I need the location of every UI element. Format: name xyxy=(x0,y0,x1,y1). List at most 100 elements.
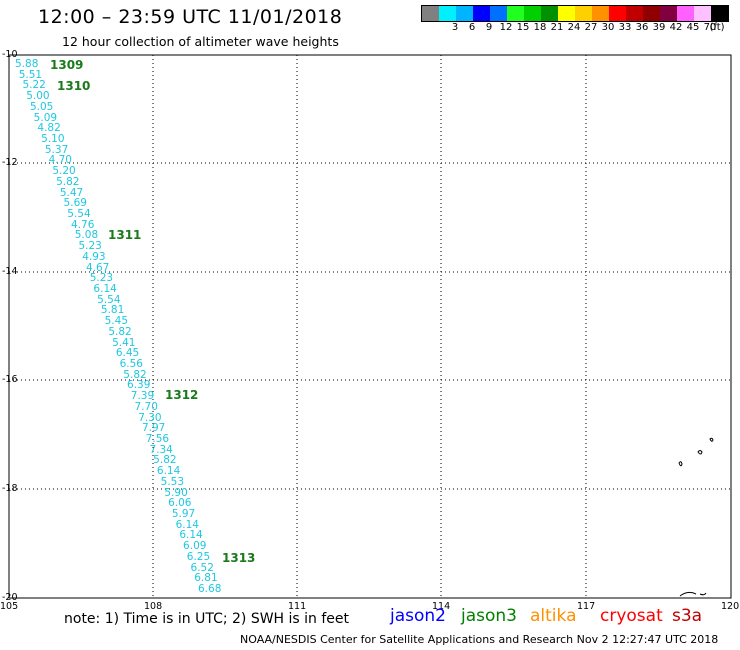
wave-height-value: 5.51 xyxy=(18,68,43,81)
wave-height-value: 7.30 xyxy=(138,411,162,424)
islands xyxy=(678,437,714,597)
wave-height-value: 5.45 xyxy=(104,315,129,328)
legend-value-label: 6 xyxy=(468,22,476,33)
satellite-label: cryosat xyxy=(600,606,663,626)
wave-height-value: 5.00 xyxy=(26,90,50,103)
satellite-label: s3a xyxy=(672,606,703,626)
legend-swatch xyxy=(490,6,507,21)
legend-swatch xyxy=(592,6,609,21)
legend-value-label: 18 xyxy=(533,22,547,33)
color-legend xyxy=(421,5,729,22)
legend-value-label: 24 xyxy=(567,22,581,33)
wave-height-value: 4.67 xyxy=(85,261,110,274)
wave-height-value: 5.90 xyxy=(164,486,188,499)
wave-height-value: 5.22 xyxy=(22,79,46,92)
island-2 xyxy=(697,450,703,455)
latitude-tick-label: -12 xyxy=(2,157,18,168)
legend-value-label: 15 xyxy=(516,22,530,33)
legend-value-label: 27 xyxy=(584,22,598,33)
legend-swatch xyxy=(507,6,524,21)
page-subtitle: 12 hour collection of altimeter wave hei… xyxy=(62,34,339,49)
legend-value-label: 33 xyxy=(618,22,632,33)
legend-value-label: 3 xyxy=(451,22,459,33)
longitude-tick-label: 114 xyxy=(432,601,451,612)
wave-height-value: 6.56 xyxy=(119,358,143,370)
page-title: 12:00 – 23:59 UTC 11/01/2018 xyxy=(38,6,343,28)
legend-swatch xyxy=(473,6,490,21)
legend-value-label: 36 xyxy=(635,22,649,33)
wave-height-value: 5.54 xyxy=(97,293,121,306)
wave-height-value: 6.14 xyxy=(179,529,203,542)
wave-height-value: 5.82 xyxy=(153,454,177,467)
legend-value-label: 39 xyxy=(652,22,666,33)
legend-value-label: 21 xyxy=(550,22,564,33)
wave-height-value: 5.23 xyxy=(89,272,114,285)
legend-swatch xyxy=(643,6,660,21)
wave-height-value: 5.97 xyxy=(171,508,196,520)
latitude-tick-label: -16 xyxy=(2,374,18,385)
wave-height-value: 5.23 xyxy=(78,240,102,253)
wave-height-value: 7.34 xyxy=(149,443,173,456)
latitude-tick-label: -10 xyxy=(2,49,18,60)
legend-swatch xyxy=(677,6,694,21)
wave-height-value: 5.88 xyxy=(15,58,39,70)
satellite-label: altika xyxy=(530,606,577,626)
wave-height-value: 6.14 xyxy=(175,518,199,531)
wave-height-value: 5.69 xyxy=(63,197,87,210)
footer-credit: NOAA/NESDIS Center for Satellite Applica… xyxy=(240,633,719,646)
wave-height-value: 7.70 xyxy=(134,400,158,413)
wave-height-value: 6.45 xyxy=(115,347,140,360)
wave-height-value: 4.82 xyxy=(37,122,61,135)
legend-unit-label: (ft) xyxy=(709,22,725,33)
legend-swatch xyxy=(558,6,575,21)
wave-height-value: 7.56 xyxy=(145,433,170,445)
wave-height-value: 5.53 xyxy=(160,475,185,488)
satellite-label: jason2 xyxy=(390,606,446,626)
legend-swatch xyxy=(524,6,541,21)
legend-value-label: 42 xyxy=(669,22,683,33)
wave-height-value: 6.14 xyxy=(156,465,181,478)
pass-time-label: 1309 xyxy=(50,58,84,72)
wave-height-value: 5.37 xyxy=(44,143,69,156)
wave-height-value: 5.82 xyxy=(123,368,147,381)
wave-height-value: 5.08 xyxy=(74,229,99,242)
latitude-tick-label: -20 xyxy=(2,592,18,603)
wave-height-value: 6.09 xyxy=(183,540,207,553)
wave-height-value: 5.05 xyxy=(29,100,54,113)
wave-height-value: 5.82 xyxy=(108,325,132,338)
longitude-tick-label: 111 xyxy=(288,601,307,612)
wave-height-value: 5.41 xyxy=(112,336,136,349)
legend-swatch xyxy=(711,6,728,21)
longitude-tick-label: 105 xyxy=(0,601,19,612)
wave-height-value: 6.52 xyxy=(190,561,214,574)
latitude-tick-label: -18 xyxy=(2,483,18,494)
legend-value-label: 45 xyxy=(686,22,700,33)
wave-height-value: 6.25 xyxy=(186,550,211,563)
legend-swatch xyxy=(660,6,677,21)
legend-swatch xyxy=(575,6,592,21)
longitude-tick-label: 117 xyxy=(577,601,596,612)
legend-swatch xyxy=(626,6,643,21)
latitude-tick-label: -14 xyxy=(2,266,18,277)
legend-value-label: 12 xyxy=(499,22,513,33)
wave-height-value: 5.47 xyxy=(59,186,84,199)
legend-swatch xyxy=(422,6,439,21)
legend-swatch xyxy=(694,6,711,21)
wave-height-value: 5.54 xyxy=(67,208,91,220)
wave-height-value: 4.76 xyxy=(71,218,95,231)
wave-height-value: 6.39 xyxy=(127,379,151,392)
longitude-tick-label: 120 xyxy=(721,601,740,612)
wave-height-value: 5.82 xyxy=(56,175,80,188)
wave-height-value: 7.97 xyxy=(141,422,166,435)
pass-time-label: 1313 xyxy=(222,551,256,565)
wave-height-value: 6.81 xyxy=(194,572,218,585)
pass-time-label: 1311 xyxy=(108,228,142,242)
pass-time-label: 1310 xyxy=(57,79,91,93)
wave-height-value: 6.06 xyxy=(168,497,192,510)
wave-height-value: 5.10 xyxy=(41,133,65,145)
pass-time-label: 1312 xyxy=(165,388,199,402)
longitude-tick-label: 108 xyxy=(144,601,163,612)
legend-swatch xyxy=(609,6,626,21)
lat-lon-grid xyxy=(9,55,731,598)
island-1 xyxy=(678,461,683,467)
